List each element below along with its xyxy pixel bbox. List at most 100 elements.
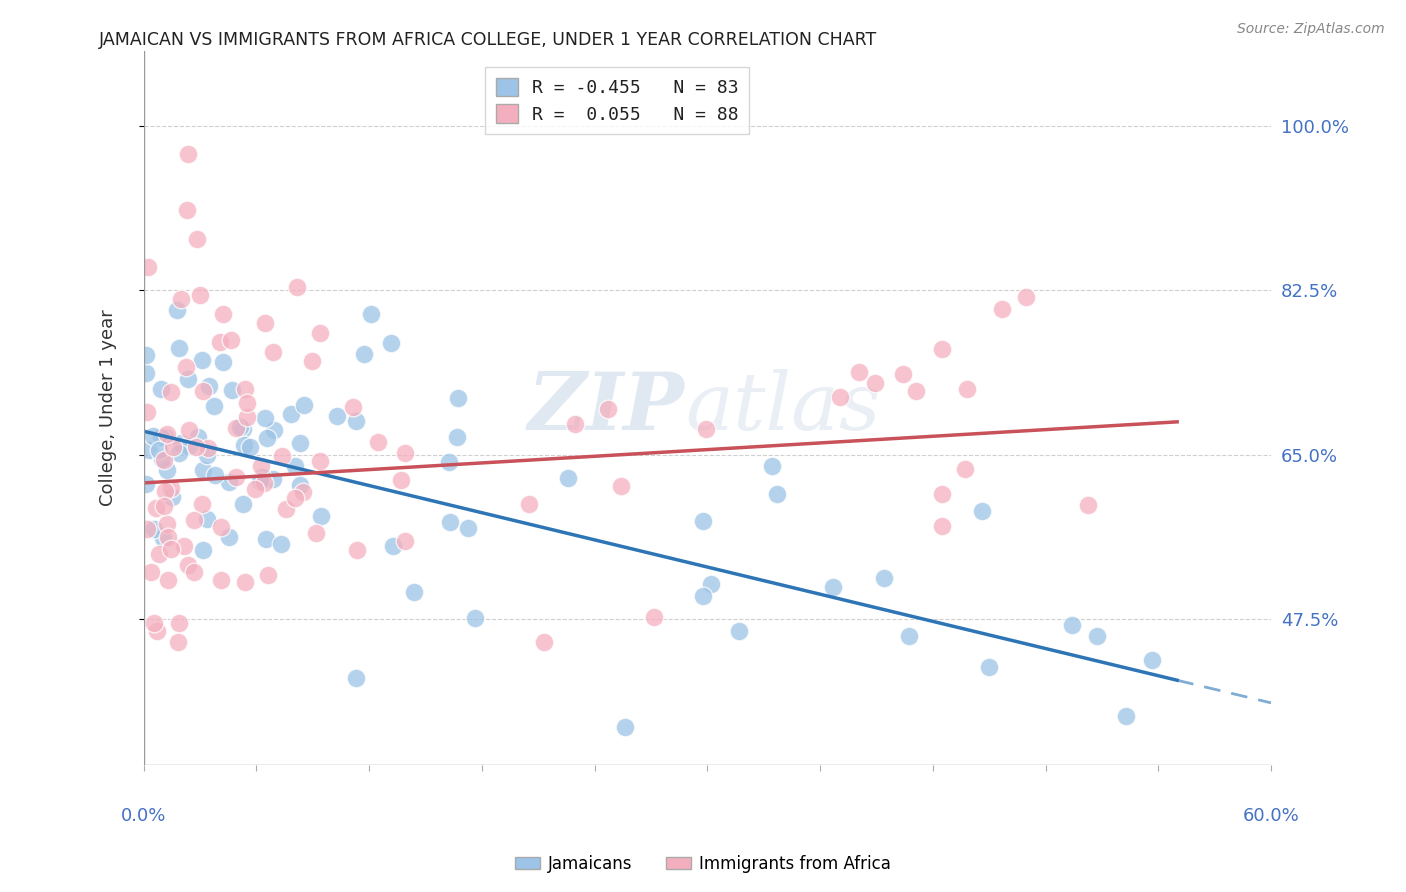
Point xyxy=(991,301,1014,316)
Point xyxy=(145,624,167,638)
Point xyxy=(288,478,311,492)
Point xyxy=(380,335,402,350)
Point xyxy=(564,417,586,431)
Point xyxy=(598,402,620,417)
Point xyxy=(360,307,382,321)
Point xyxy=(344,414,367,428)
Point xyxy=(367,434,389,449)
Point xyxy=(218,475,240,489)
Point xyxy=(157,574,180,588)
Point xyxy=(292,485,315,500)
Point xyxy=(183,513,205,527)
Point xyxy=(167,616,190,631)
Point xyxy=(143,522,166,536)
Point xyxy=(897,629,920,643)
Point xyxy=(446,429,468,443)
Point xyxy=(326,409,349,423)
Point xyxy=(170,292,193,306)
Point xyxy=(153,499,176,513)
Point xyxy=(284,458,307,473)
Point xyxy=(235,382,257,396)
Point xyxy=(174,359,197,374)
Point xyxy=(150,430,173,444)
Point xyxy=(193,384,215,399)
Point xyxy=(177,372,200,386)
Point xyxy=(828,391,851,405)
Point xyxy=(198,378,221,392)
Point xyxy=(931,518,953,533)
Point xyxy=(301,353,323,368)
Point xyxy=(457,521,479,535)
Point xyxy=(195,512,218,526)
Point xyxy=(700,577,723,591)
Point xyxy=(353,347,375,361)
Point xyxy=(285,280,308,294)
Point xyxy=(977,659,1000,673)
Point xyxy=(872,571,894,585)
Point xyxy=(183,566,205,580)
Point xyxy=(439,516,461,530)
Point xyxy=(389,473,412,487)
Point xyxy=(169,446,191,460)
Point xyxy=(233,575,256,590)
Point xyxy=(394,446,416,460)
Point xyxy=(305,526,328,541)
Point xyxy=(344,671,367,685)
Point xyxy=(236,395,259,409)
Point xyxy=(292,398,315,412)
Point xyxy=(148,547,170,561)
Point xyxy=(148,442,170,457)
Point xyxy=(262,345,284,359)
Point xyxy=(309,326,332,340)
Point xyxy=(209,520,232,534)
Point xyxy=(229,420,252,434)
Point xyxy=(235,410,257,425)
Point xyxy=(167,634,190,648)
Point xyxy=(643,610,665,624)
Point xyxy=(1062,618,1084,632)
Point xyxy=(209,573,232,587)
Point xyxy=(191,463,214,477)
Point xyxy=(136,522,159,536)
Point xyxy=(136,260,159,274)
Point xyxy=(254,316,277,330)
Point xyxy=(150,451,173,466)
Point xyxy=(145,500,167,515)
Point xyxy=(162,440,184,454)
Point xyxy=(155,430,177,444)
Point xyxy=(177,423,200,437)
Point xyxy=(211,307,233,321)
Point xyxy=(138,442,160,457)
Point xyxy=(191,497,214,511)
Point xyxy=(187,430,209,444)
Legend: R = -0.455   N = 83, R =  0.055   N = 88: R = -0.455 N = 83, R = 0.055 N = 88 xyxy=(485,67,749,135)
Point xyxy=(153,484,176,499)
Point xyxy=(160,385,183,400)
Point xyxy=(252,470,274,484)
Point xyxy=(263,423,285,437)
Point xyxy=(533,634,555,648)
Point xyxy=(288,436,311,450)
Point xyxy=(188,288,211,302)
Point xyxy=(610,479,633,493)
Point xyxy=(197,441,219,455)
Text: Source: ZipAtlas.com: Source: ZipAtlas.com xyxy=(1237,22,1385,37)
Point xyxy=(156,516,179,531)
Point xyxy=(211,355,233,369)
Point xyxy=(184,440,207,454)
Point xyxy=(439,455,461,469)
Point xyxy=(256,567,278,582)
Point xyxy=(249,474,271,488)
Point xyxy=(1087,629,1109,643)
Point xyxy=(464,611,486,625)
Point xyxy=(253,475,276,490)
Y-axis label: College, Under 1 year: College, Under 1 year xyxy=(100,310,117,506)
Point xyxy=(156,426,179,441)
Point xyxy=(517,497,540,511)
Point xyxy=(179,439,201,453)
Point xyxy=(394,533,416,548)
Legend: Jamaicans, Immigrants from Africa: Jamaicans, Immigrants from Africa xyxy=(508,848,898,880)
Point xyxy=(863,376,886,391)
Point xyxy=(135,476,157,491)
Point xyxy=(159,481,181,495)
